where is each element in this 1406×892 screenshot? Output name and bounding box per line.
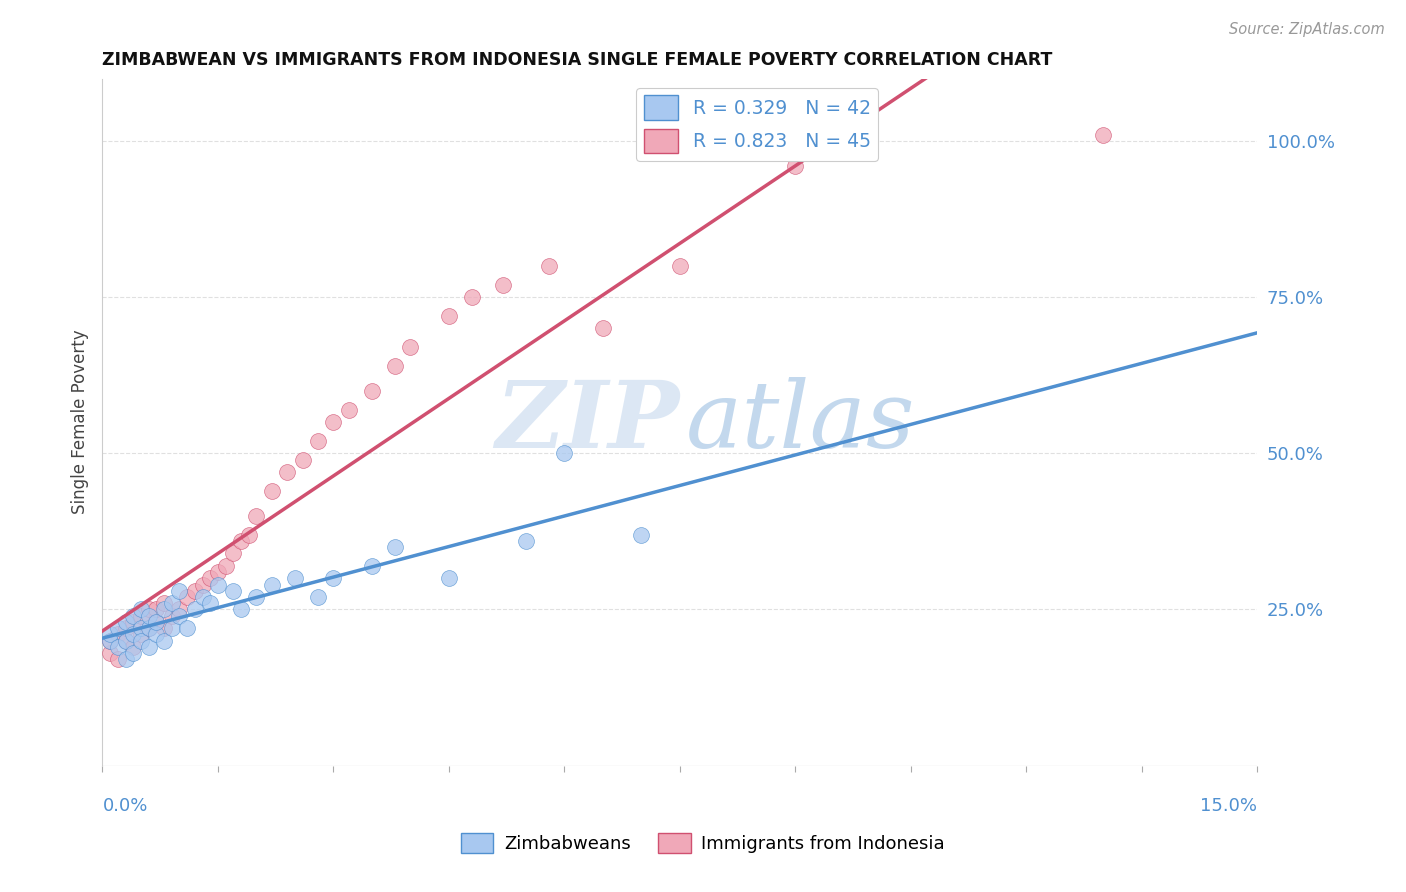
Point — [307, 590, 329, 604]
Point — [129, 627, 152, 641]
Point — [191, 590, 214, 604]
Point — [785, 159, 807, 173]
Point — [229, 602, 252, 616]
Point — [122, 646, 145, 660]
Point — [260, 483, 283, 498]
Point — [145, 602, 167, 616]
Point — [553, 446, 575, 460]
Point — [360, 558, 382, 573]
Point — [153, 633, 176, 648]
Point — [337, 402, 360, 417]
Point — [98, 633, 121, 648]
Point — [384, 540, 406, 554]
Point — [129, 602, 152, 616]
Point — [138, 621, 160, 635]
Point — [384, 359, 406, 373]
Point — [122, 615, 145, 629]
Point — [399, 340, 422, 354]
Point — [114, 621, 136, 635]
Point — [138, 608, 160, 623]
Point — [138, 621, 160, 635]
Point — [145, 615, 167, 629]
Point — [191, 577, 214, 591]
Point — [98, 627, 121, 641]
Text: ZIMBABWEAN VS IMMIGRANTS FROM INDONESIA SINGLE FEMALE POVERTY CORRELATION CHART: ZIMBABWEAN VS IMMIGRANTS FROM INDONESIA … — [103, 51, 1053, 69]
Point — [291, 452, 314, 467]
Point — [668, 259, 690, 273]
Point — [107, 640, 129, 654]
Point — [176, 590, 198, 604]
Point — [114, 633, 136, 648]
Point — [107, 621, 129, 635]
Point — [437, 309, 460, 323]
Text: 15.0%: 15.0% — [1201, 797, 1257, 814]
Point — [260, 577, 283, 591]
Text: 0.0%: 0.0% — [103, 797, 148, 814]
Point — [122, 608, 145, 623]
Point — [322, 415, 344, 429]
Point — [107, 652, 129, 666]
Point — [207, 577, 229, 591]
Point — [122, 627, 145, 641]
Point — [238, 527, 260, 541]
Point — [98, 646, 121, 660]
Point — [360, 384, 382, 398]
Point — [114, 652, 136, 666]
Point — [276, 465, 298, 479]
Point — [630, 527, 652, 541]
Text: ZIP: ZIP — [495, 377, 679, 467]
Point — [229, 533, 252, 548]
Point — [200, 571, 222, 585]
Point — [145, 615, 167, 629]
Point — [537, 259, 560, 273]
Point — [153, 596, 176, 610]
Point — [176, 621, 198, 635]
Point — [207, 565, 229, 579]
Point — [129, 608, 152, 623]
Point — [169, 608, 191, 623]
Point — [107, 627, 129, 641]
Point — [245, 590, 267, 604]
Point — [114, 615, 136, 629]
Point — [160, 621, 183, 635]
Point — [200, 596, 222, 610]
Point — [169, 602, 191, 616]
Point — [307, 434, 329, 448]
Point — [515, 533, 537, 548]
Point — [160, 596, 183, 610]
Point — [184, 602, 207, 616]
Point — [222, 546, 245, 560]
Point — [222, 583, 245, 598]
Point — [492, 277, 515, 292]
Legend: Zimbabweans, Immigrants from Indonesia: Zimbabweans, Immigrants from Indonesia — [454, 825, 952, 861]
Point — [169, 583, 191, 598]
Text: atlas: atlas — [686, 377, 915, 467]
Point — [1092, 128, 1115, 142]
Point — [138, 602, 160, 616]
Point — [437, 571, 460, 585]
Point — [129, 621, 152, 635]
Y-axis label: Single Female Poverty: Single Female Poverty — [72, 330, 89, 515]
Point — [160, 608, 183, 623]
Text: Source: ZipAtlas.com: Source: ZipAtlas.com — [1229, 22, 1385, 37]
Point — [145, 627, 167, 641]
Point — [245, 508, 267, 523]
Point — [461, 290, 484, 304]
Point — [284, 571, 307, 585]
Point — [114, 633, 136, 648]
Point — [122, 640, 145, 654]
Point — [153, 621, 176, 635]
Point — [153, 602, 176, 616]
Point — [214, 558, 236, 573]
Point — [322, 571, 344, 585]
Point — [129, 633, 152, 648]
Point — [184, 583, 207, 598]
Point — [138, 640, 160, 654]
Point — [98, 633, 121, 648]
Legend: R = 0.329   N = 42, R = 0.823   N = 45: R = 0.329 N = 42, R = 0.823 N = 45 — [637, 88, 879, 161]
Point — [592, 321, 614, 335]
